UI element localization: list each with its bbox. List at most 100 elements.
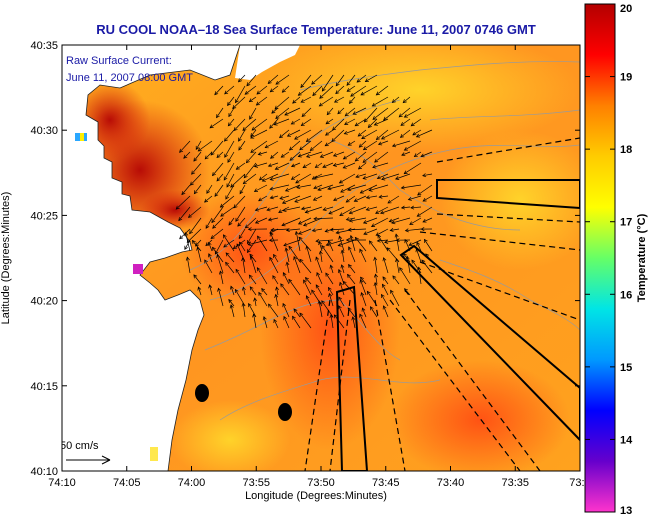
y-tick-label: 40:20 bbox=[30, 296, 58, 308]
current-vector bbox=[356, 74, 367, 83]
current-vector-head bbox=[422, 197, 427, 202]
current-vector-head bbox=[324, 142, 329, 147]
current-vector bbox=[247, 228, 257, 244]
current-vector-head bbox=[187, 214, 192, 218]
current-vector-head bbox=[304, 209, 309, 214]
x-axis-ticks: 74:10 74:05 74:00 73:55 73:50 73:45 73:40 73:35… bbox=[48, 45, 591, 489]
map-title: RU COOL NOAA–18 Sea Surface Temperature:… bbox=[96, 22, 536, 37]
current-vector bbox=[197, 247, 202, 263]
current-vector bbox=[251, 118, 268, 131]
current-vector bbox=[188, 206, 202, 218]
current-vector-head bbox=[223, 176, 228, 181]
current-vector bbox=[228, 217, 235, 226]
current-vector bbox=[230, 286, 235, 296]
current-vector bbox=[392, 96, 400, 103]
current-vector-head bbox=[226, 183, 231, 188]
current-vector-head bbox=[422, 218, 427, 223]
current-vector bbox=[175, 195, 191, 210]
current-vector-head bbox=[273, 253, 277, 259]
current-vector bbox=[254, 162, 268, 167]
current-vector bbox=[287, 129, 301, 137]
current-vector bbox=[224, 129, 235, 142]
current-vector-head bbox=[267, 217, 272, 222]
current-vector-head bbox=[233, 127, 238, 132]
current-vector-head bbox=[329, 264, 334, 269]
current-vector bbox=[305, 277, 312, 285]
x-tick-label: 73:55 bbox=[242, 477, 270, 489]
current-vector bbox=[270, 232, 279, 252]
current-vector-head bbox=[318, 241, 323, 246]
current-vector-head bbox=[328, 292, 333, 298]
current-vector bbox=[233, 239, 246, 249]
current-vector-head bbox=[267, 80, 272, 84]
current-vector-head bbox=[315, 239, 320, 244]
current-vector bbox=[248, 303, 257, 318]
current-vector bbox=[395, 234, 400, 252]
current-vector-head bbox=[238, 146, 243, 151]
current-vector bbox=[228, 299, 235, 307]
current-vector bbox=[256, 85, 268, 95]
current-vector-head bbox=[342, 280, 347, 285]
current-vector-head bbox=[412, 131, 417, 136]
current-vector-head bbox=[289, 156, 294, 161]
current-vector bbox=[250, 140, 268, 153]
current-vector-head bbox=[329, 227, 334, 232]
current-vector bbox=[340, 184, 356, 193]
current-vector-head bbox=[374, 158, 379, 163]
current-vector bbox=[256, 267, 268, 285]
current-vector-head bbox=[347, 246, 352, 251]
current-vector bbox=[404, 140, 422, 151]
current-vector-head bbox=[222, 234, 227, 239]
current-vector-head bbox=[346, 88, 351, 92]
current-vector-head bbox=[224, 137, 228, 142]
current-vector-head bbox=[339, 281, 343, 286]
current-vector bbox=[270, 173, 290, 181]
current-vector-head bbox=[288, 278, 293, 283]
cool-water-patch bbox=[440, 130, 580, 270]
current-vector-head bbox=[208, 284, 213, 289]
current-vector bbox=[294, 195, 312, 203]
current-vector bbox=[361, 292, 367, 307]
current-vector bbox=[257, 235, 268, 252]
current-vector bbox=[259, 173, 268, 181]
current-vector bbox=[242, 118, 257, 131]
current-vector-head bbox=[178, 217, 183, 222]
current-vector bbox=[275, 294, 279, 307]
current-vector bbox=[268, 217, 279, 221]
current-vector bbox=[315, 162, 323, 168]
current-vector-head bbox=[345, 237, 350, 243]
current-vector-head bbox=[338, 296, 342, 301]
current-vector bbox=[365, 74, 378, 82]
current-vector bbox=[268, 162, 279, 167]
current-vector bbox=[193, 151, 202, 162]
coastline bbox=[62, 45, 241, 471]
current-vector-head bbox=[253, 163, 259, 168]
current-vector-head bbox=[230, 285, 234, 290]
current-vector bbox=[377, 239, 389, 242]
current-vector-head bbox=[216, 254, 221, 259]
current-vector bbox=[381, 294, 389, 307]
current-vector bbox=[210, 140, 224, 156]
current-vector bbox=[280, 283, 290, 296]
current-vector-head bbox=[290, 163, 296, 168]
current-vector-head bbox=[249, 115, 253, 120]
current-vector bbox=[396, 258, 400, 274]
current-vector-head bbox=[315, 284, 320, 289]
current-vector bbox=[378, 140, 389, 145]
current-vector bbox=[359, 140, 367, 148]
current-vector bbox=[387, 195, 400, 204]
current-vector-head bbox=[404, 228, 409, 233]
current-vector bbox=[282, 85, 290, 93]
current-vector-head bbox=[360, 276, 364, 281]
current-vector-head bbox=[256, 267, 261, 272]
current-vector-head bbox=[312, 197, 318, 201]
current-vector bbox=[306, 246, 312, 263]
current-vector bbox=[417, 184, 433, 196]
current-vector-head bbox=[236, 243, 241, 248]
current-vector bbox=[276, 287, 279, 296]
current-vector-head bbox=[359, 279, 364, 284]
current-vector bbox=[344, 129, 356, 135]
current-vector-head bbox=[410, 122, 415, 127]
current-vector bbox=[293, 256, 301, 274]
